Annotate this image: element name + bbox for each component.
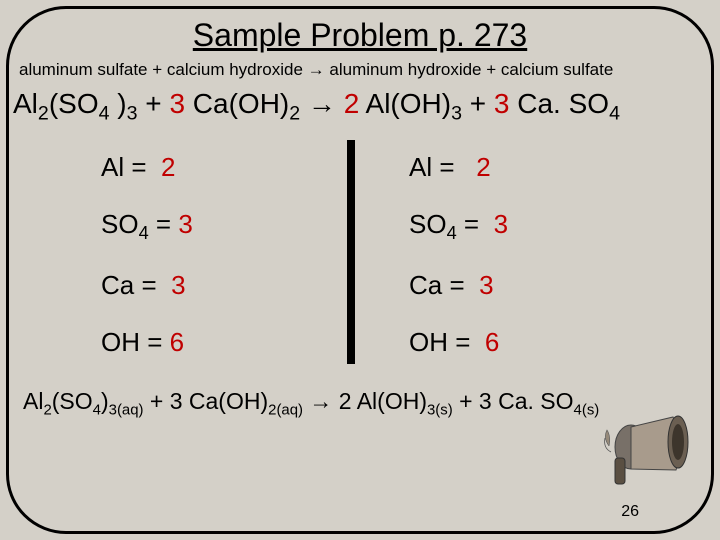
sub: 4 — [139, 223, 149, 243]
tally-row: OH = 6 — [101, 327, 193, 358]
tally-row: Al = 2 — [409, 152, 508, 183]
sub: 4 — [99, 103, 110, 125]
species: OH — [101, 327, 140, 357]
title: Sample Problem p. 273 — [9, 17, 711, 54]
txt: ) — [101, 388, 109, 414]
products-tally: Al = 2 SO4 = 3 Ca = 3 OH = 6 — [409, 152, 508, 384]
species: OH — [409, 327, 448, 357]
tally-row: Ca = 3 — [409, 270, 508, 301]
close-paren: ) — [110, 88, 127, 119]
equals: = — [457, 209, 487, 239]
sub: 4 — [93, 401, 101, 418]
coef-2: 2 — [344, 88, 360, 119]
sub: 3(aq) — [109, 401, 144, 418]
sub: 2(aq) — [268, 401, 303, 418]
txt: Al — [23, 388, 43, 414]
tally-row: Ca = 3 — [101, 270, 193, 301]
tally-row: OH = 6 — [409, 327, 508, 358]
sub: 3(s) — [427, 401, 453, 418]
equals: = — [140, 327, 170, 357]
sub: 2 — [43, 401, 51, 418]
count: 3 — [494, 209, 508, 239]
species: Ca — [409, 270, 442, 300]
slide-frame: Sample Problem p. 273 aluminum sulfate +… — [6, 6, 714, 534]
plus: + — [462, 88, 494, 119]
sub: 2 — [38, 103, 49, 125]
sub: 4 — [609, 103, 620, 125]
txt: → 2 Al(OH) — [303, 388, 427, 414]
txt: + 3 Ca. SO — [453, 388, 574, 414]
reactant1-group: (SO — [49, 88, 99, 119]
plus: + — [138, 88, 170, 119]
sub: 2 — [289, 103, 300, 125]
count: 6 — [485, 327, 499, 357]
txt: (SO — [52, 388, 93, 414]
equals: = — [432, 152, 462, 182]
megaphone-icon — [601, 402, 691, 502]
reactants-tally: Al = 2 SO4 = 3 Ca = 3 OH = 6 — [101, 152, 193, 384]
species: Al — [101, 152, 124, 182]
page-number: 26 — [621, 503, 639, 521]
tally-row: SO4 = 3 — [409, 209, 508, 244]
equals: = — [124, 152, 154, 182]
sub: 3 — [451, 103, 462, 125]
tally-section: Al = 2 SO4 = 3 Ca = 3 OH = 6 Al = 2 SO4 … — [9, 140, 711, 390]
sub: 3 — [127, 103, 138, 125]
coef-3b: 3 — [494, 88, 510, 119]
count: 2 — [476, 152, 490, 182]
product1: Al(OH) — [359, 88, 451, 119]
reactant2: Ca(OH) — [185, 88, 289, 119]
species: SO — [409, 209, 447, 239]
count: 3 — [479, 270, 493, 300]
count: 3 — [178, 209, 192, 239]
species: Ca — [101, 270, 134, 300]
reactant1-el: Al — [13, 88, 38, 119]
tally-row: Al = 2 — [101, 152, 193, 183]
txt: + 3 Ca(OH) — [144, 388, 269, 414]
count: 6 — [170, 327, 184, 357]
arrow: → — [300, 88, 344, 119]
chemical-equation: Al2(SO4 )3 + 3 Ca(OH)2 → 2 Al(OH)3 + 3 C… — [9, 88, 711, 126]
vertical-divider — [347, 140, 355, 364]
product2: Ca. SO — [509, 88, 609, 119]
word-equation: aluminum sulfate + calcium hydroxide → a… — [9, 60, 711, 80]
count: 3 — [171, 270, 185, 300]
sub: 4 — [447, 223, 457, 243]
coef-3: 3 — [169, 88, 185, 119]
species: SO — [101, 209, 139, 239]
tally-row: SO4 = 3 — [101, 209, 193, 244]
equals: = — [134, 270, 164, 300]
equals: = — [442, 270, 472, 300]
sub: 4(s) — [574, 401, 600, 418]
species: Al — [409, 152, 432, 182]
count: 2 — [161, 152, 175, 182]
equals: = — [149, 209, 179, 239]
equals: = — [448, 327, 478, 357]
